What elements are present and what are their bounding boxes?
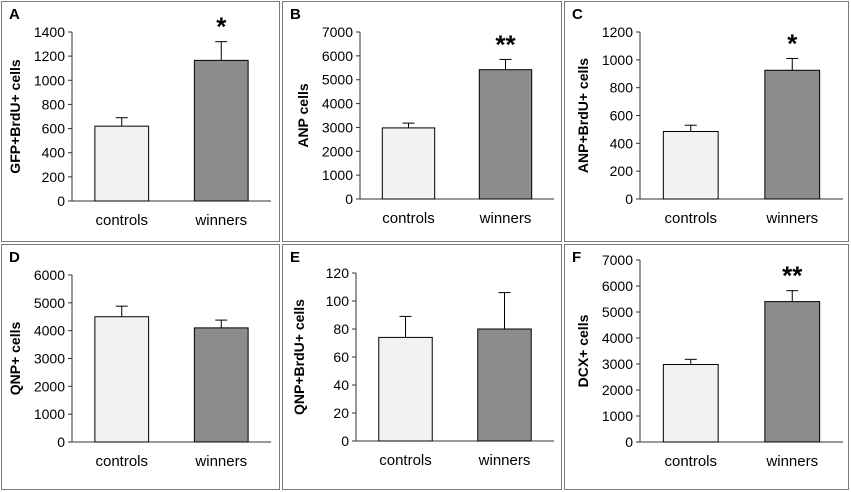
bar-controls [662,364,719,443]
y-tick-label: 6000 [602,278,633,294]
y-tick-label: 4000 [34,323,65,339]
y-tick-label: 400 [610,135,634,151]
y-tick-label: 200 [42,169,66,185]
y-tick-label: 5000 [322,72,353,88]
y-tick-label: 2000 [322,143,353,159]
y-tick-label: 60 [333,349,349,365]
x-category-label: controls [382,210,435,227]
y-tick-label: 5000 [602,304,633,320]
y-tick-label: 800 [610,80,634,96]
x-category-label: winners [194,453,247,470]
significance-mark: * [216,12,227,42]
y-axis-title: GFP+BrdU+ cells [7,59,23,174]
y-tick-label: 1000 [34,72,65,88]
x-category-label: winners [194,212,247,229]
y-tick-label: 6000 [34,267,65,283]
panel-border [282,1,562,242]
y-tick-label: 1000 [34,406,65,422]
y-tick-label: 200 [610,163,634,179]
bar-winners [764,69,821,200]
y-tick-label: 0 [625,434,633,450]
y-tick-label: 7000 [322,24,353,40]
y-axis-title: DCX+ cells [575,314,591,387]
y-tick-label: 1200 [34,48,65,64]
bar-controls [378,336,433,442]
x-category-label: controls [95,212,148,229]
y-tick-label: 800 [42,96,66,112]
significance-mark: ** [782,261,803,291]
panel-letter: C [572,6,583,23]
y-tick-label: 120 [326,265,350,281]
panel-d: D 0 1000 2000 3000 4000 5000 6000 QNP+ cells cont… [1,244,280,490]
y-tick-label: 3000 [602,356,633,372]
y-tick-label: 0 [57,434,65,450]
panel-letter: E [290,249,300,266]
bar-winners [478,69,533,200]
panel-letter: A [9,6,20,23]
panel-border [282,244,562,490]
panel-f: F 0 1000 2000 3000 4000 5000 6000 7000 DCX+ cells… [564,244,849,490]
bar-winners [193,59,249,202]
y-tick-label: 600 [610,108,634,124]
y-tick-label: 0 [341,433,349,449]
y-axis-title: ANP+BrdU+ cells [575,58,591,173]
x-category-label: controls [664,210,717,227]
bar-controls [94,125,150,202]
y-tick-label: 0 [57,193,65,209]
panel-border [564,244,849,490]
y-tick-label: 2000 [34,378,65,394]
y-tick-label: 100 [326,293,350,309]
y-tick-label: 1200 [602,24,633,40]
y-tick-label: 3000 [322,119,353,135]
x-category-label: controls [664,453,717,470]
y-tick-label: 1000 [322,167,353,183]
y-tick-label: 1400 [34,24,65,40]
y-tick-label: 1000 [602,408,633,424]
bar-winners [477,328,532,442]
panel-b: B 0 1000 2000 3000 4000 5000 6000 7000 ANP cells c… [282,1,562,242]
panel-c: C 0 200 400 600 800 1000 1200 ANP+BrdU+ cells con… [564,1,849,242]
y-tick-label: 2000 [602,382,633,398]
x-category-label: controls [95,453,148,470]
bar-controls [94,316,150,443]
panel-border [1,244,280,490]
y-tick-label: 4000 [322,96,353,112]
significance-mark: ** [495,29,516,59]
y-axis-title: QNP+ cells [7,322,23,396]
y-tick-label: 7000 [602,252,633,268]
y-tick-label: 20 [333,405,349,421]
y-tick-label: 400 [42,145,66,161]
x-category-label: winners [765,453,818,470]
y-tick-label: 3000 [34,351,65,367]
panel-e: E 0 20 40 60 80 100 120 QNP+BrdU+ cells controls w… [282,244,562,490]
panel-border [564,1,849,242]
panel-border [1,1,280,242]
panel-letter: D [9,249,20,266]
bar-winners [764,301,821,443]
panel-a: A 0 200 400 600 800 1000 1200 1400 GFP+BrdU+ cell… [1,1,280,242]
panel-letter: B [290,6,301,23]
y-tick-label: 1000 [602,52,633,68]
y-tick-label: 6000 [322,48,353,64]
y-tick-label: 4000 [602,330,633,346]
y-tick-label: 5000 [34,295,65,311]
y-tick-label: 600 [42,121,66,137]
bar-winners [193,327,249,443]
x-category-label: winners [765,210,818,227]
significance-mark: * [787,28,798,58]
bar-controls [662,131,719,200]
y-axis-title: QNP+BrdU+ cells [291,299,307,415]
x-category-label: winners [479,210,532,227]
x-category-label: controls [379,452,432,469]
y-tick-label: 80 [333,321,349,337]
panel-letter: F [572,249,581,266]
y-tick-label: 0 [625,191,633,207]
y-tick-label: 0 [345,191,353,207]
bar-controls [381,127,436,200]
x-category-label: winners [478,452,531,469]
y-tick-label: 40 [333,377,349,393]
y-axis-title: ANP cells [295,83,311,148]
